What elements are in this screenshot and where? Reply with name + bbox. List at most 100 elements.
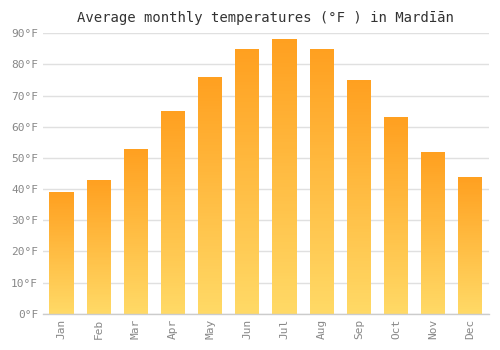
Bar [236,251,260,254]
Bar [347,197,371,200]
Bar [236,254,260,258]
Bar [384,216,408,218]
Bar [347,174,371,176]
Bar [384,159,408,162]
Bar [50,294,74,295]
Bar [161,309,185,311]
Bar [50,256,74,258]
Bar [458,269,482,271]
Bar [310,251,334,254]
Bar [384,213,408,216]
Bar [124,177,148,180]
Bar [198,248,222,252]
Bar [347,282,371,285]
Bar [347,232,371,235]
Bar [198,266,222,270]
Bar [124,196,148,198]
Bar [347,153,371,156]
Bar [458,293,482,295]
Bar [458,285,482,286]
Bar [272,297,296,300]
Bar [86,277,111,279]
Bar [86,183,111,185]
Bar [384,191,408,194]
Bar [421,194,445,196]
Bar [124,190,148,192]
Bar [50,239,74,241]
Bar [124,241,148,244]
Bar [347,290,371,293]
Bar [161,288,185,291]
Bar [384,240,408,243]
Bar [421,243,445,245]
Bar [86,257,111,259]
Bar [310,181,334,184]
Bar [458,283,482,285]
Bar [124,155,148,157]
Bar [86,255,111,257]
Bar [272,67,296,70]
Bar [421,277,445,279]
Bar [124,227,148,229]
Bar [124,248,148,250]
Bar [421,196,445,198]
Bar [310,118,334,122]
Bar [124,153,148,155]
Bar [310,281,334,284]
Bar [272,177,296,180]
Bar [421,174,445,176]
Bar [161,245,185,248]
Bar [421,295,445,298]
Bar [421,271,445,273]
Bar [124,184,148,186]
Bar [347,191,371,194]
Bar [272,149,296,153]
Bar [50,248,74,250]
Bar [272,40,296,43]
Bar [458,274,482,276]
Bar [50,236,74,238]
Bar [421,294,445,295]
Bar [86,267,111,268]
Bar [347,188,371,191]
Bar [458,204,482,206]
Bar [124,281,148,283]
Bar [198,127,222,130]
Bar [384,130,408,132]
Bar [310,271,334,274]
Bar [50,206,74,208]
Bar [86,292,111,294]
Bar [384,203,408,206]
Bar [86,242,111,243]
Bar [272,214,296,218]
Bar [458,228,482,230]
Bar [198,252,222,254]
Bar [50,192,74,194]
Bar [198,166,222,169]
Bar [86,282,111,284]
Bar [236,102,260,105]
Bar [198,110,222,112]
Bar [161,299,185,301]
Bar [272,50,296,53]
Bar [310,72,334,75]
Bar [384,296,408,299]
Bar [236,264,260,267]
Bar [161,154,185,157]
Bar [458,300,482,302]
Bar [161,233,185,235]
Bar [86,297,111,299]
Bar [161,184,185,187]
Bar [198,116,222,118]
Bar [86,248,111,250]
Bar [161,136,185,139]
Bar [310,267,334,271]
Bar [272,286,296,290]
Bar [310,69,334,72]
Bar [198,177,222,181]
Bar [161,212,185,215]
Bar [86,198,111,200]
Bar [384,270,408,272]
Bar [161,187,185,190]
Bar [458,307,482,309]
